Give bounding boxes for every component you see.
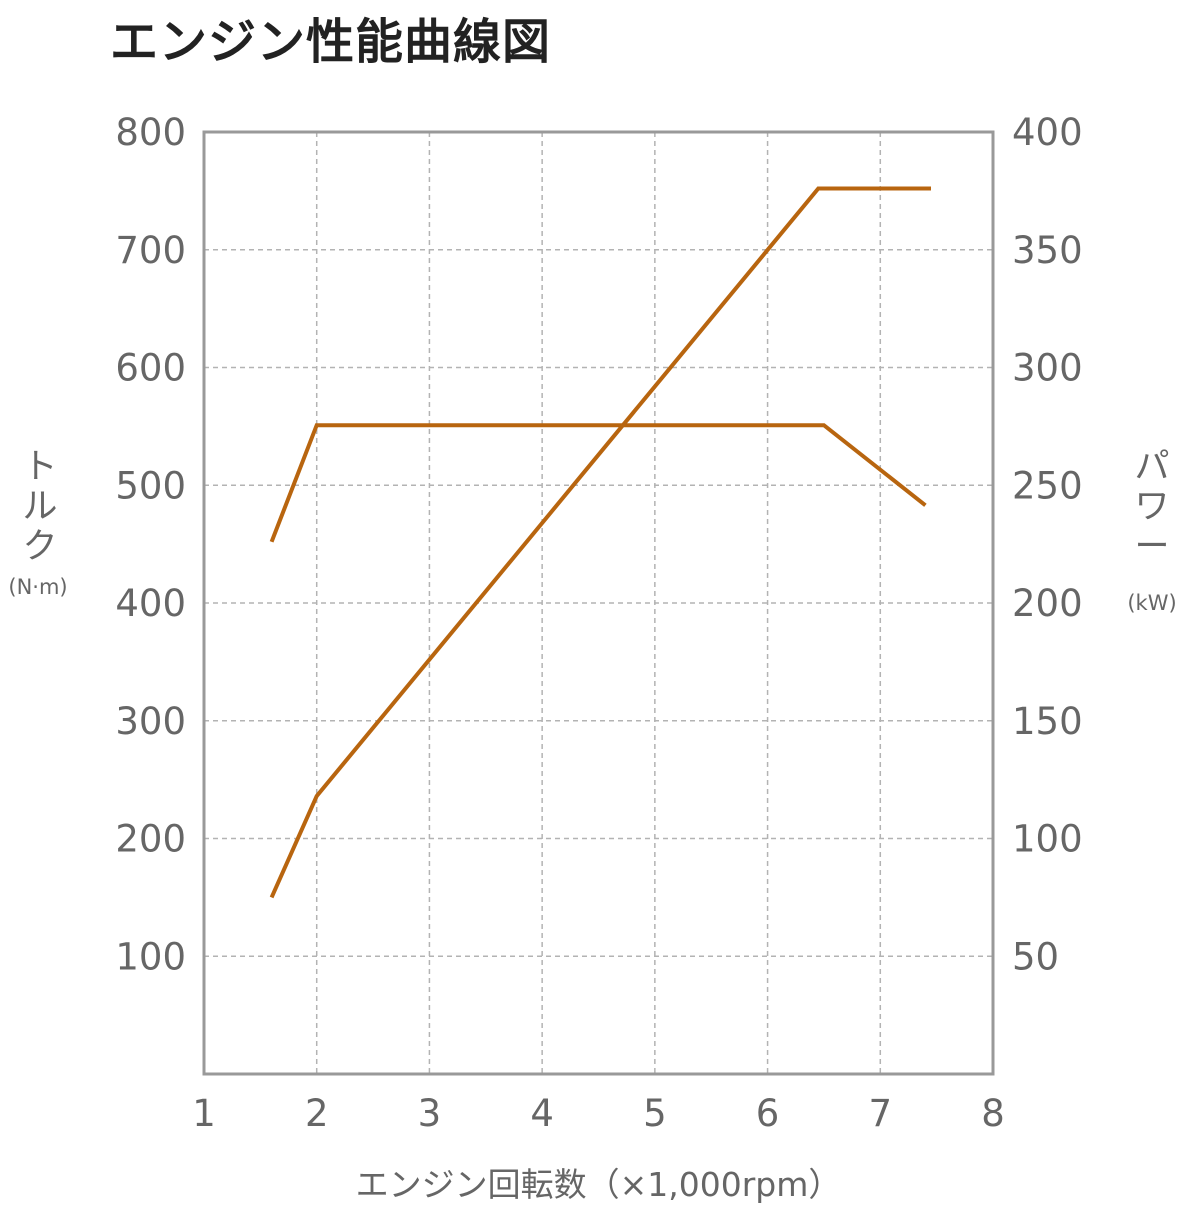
- y-right-axis-title: パワー: [1134, 447, 1169, 567]
- x-tick-label: 7: [869, 1092, 893, 1135]
- y-left-tick-label: 100: [115, 935, 186, 978]
- y-right-tick-label: 300: [1012, 347, 1083, 390]
- chart-title: エンジン性能曲線図: [110, 14, 552, 70]
- y-left-tick-label: 800: [115, 111, 186, 154]
- x-tick-label: 6: [756, 1092, 780, 1135]
- series-lines: [269, 186, 931, 899]
- x-tick-label: 4: [530, 1092, 554, 1135]
- y-right-axis-unit: (kW): [1127, 591, 1176, 615]
- axis-labels: 100 200 300 400 500 600 700 800 50 100 150 200 250 30…: [8, 111, 1176, 1204]
- plot-frame: [202, 130, 995, 1076]
- y-right-tick-label: 350: [1012, 229, 1083, 272]
- y-right-tick-label: 150: [1012, 700, 1083, 743]
- y-left-tick-label: 700: [115, 229, 186, 272]
- y-right-tick-label: 100: [1012, 818, 1083, 861]
- x-axis-title: エンジン回転数（×1,000rpm）: [356, 1165, 842, 1204]
- y-left-tick-label: 400: [115, 582, 186, 625]
- y-left-axis-unit: (N·m): [8, 575, 67, 599]
- y-left-tick-label: 200: [115, 818, 186, 861]
- x-tick-label: 1: [192, 1092, 216, 1135]
- power-line: [269, 186, 931, 899]
- y-left-tick-label: 300: [115, 700, 186, 743]
- x-tick-label: 3: [418, 1092, 442, 1135]
- y-right-tick-label: 400: [1012, 111, 1083, 154]
- x-tick-label: 8: [981, 1092, 1005, 1135]
- y-right-tick-label: 250: [1012, 464, 1083, 507]
- x-tick-label: 5: [643, 1092, 667, 1135]
- y-right-tick-label: 50: [1012, 935, 1059, 978]
- y-left-tick-label: 600: [115, 347, 186, 390]
- y-left-tick-label: 500: [115, 464, 186, 507]
- x-tick-label: 2: [305, 1092, 329, 1135]
- y-left-axis-title: トルク: [22, 447, 57, 567]
- grid-lines: [204, 132, 993, 1074]
- torque-line: [269, 423, 927, 543]
- y-right-tick-label: 200: [1012, 582, 1083, 625]
